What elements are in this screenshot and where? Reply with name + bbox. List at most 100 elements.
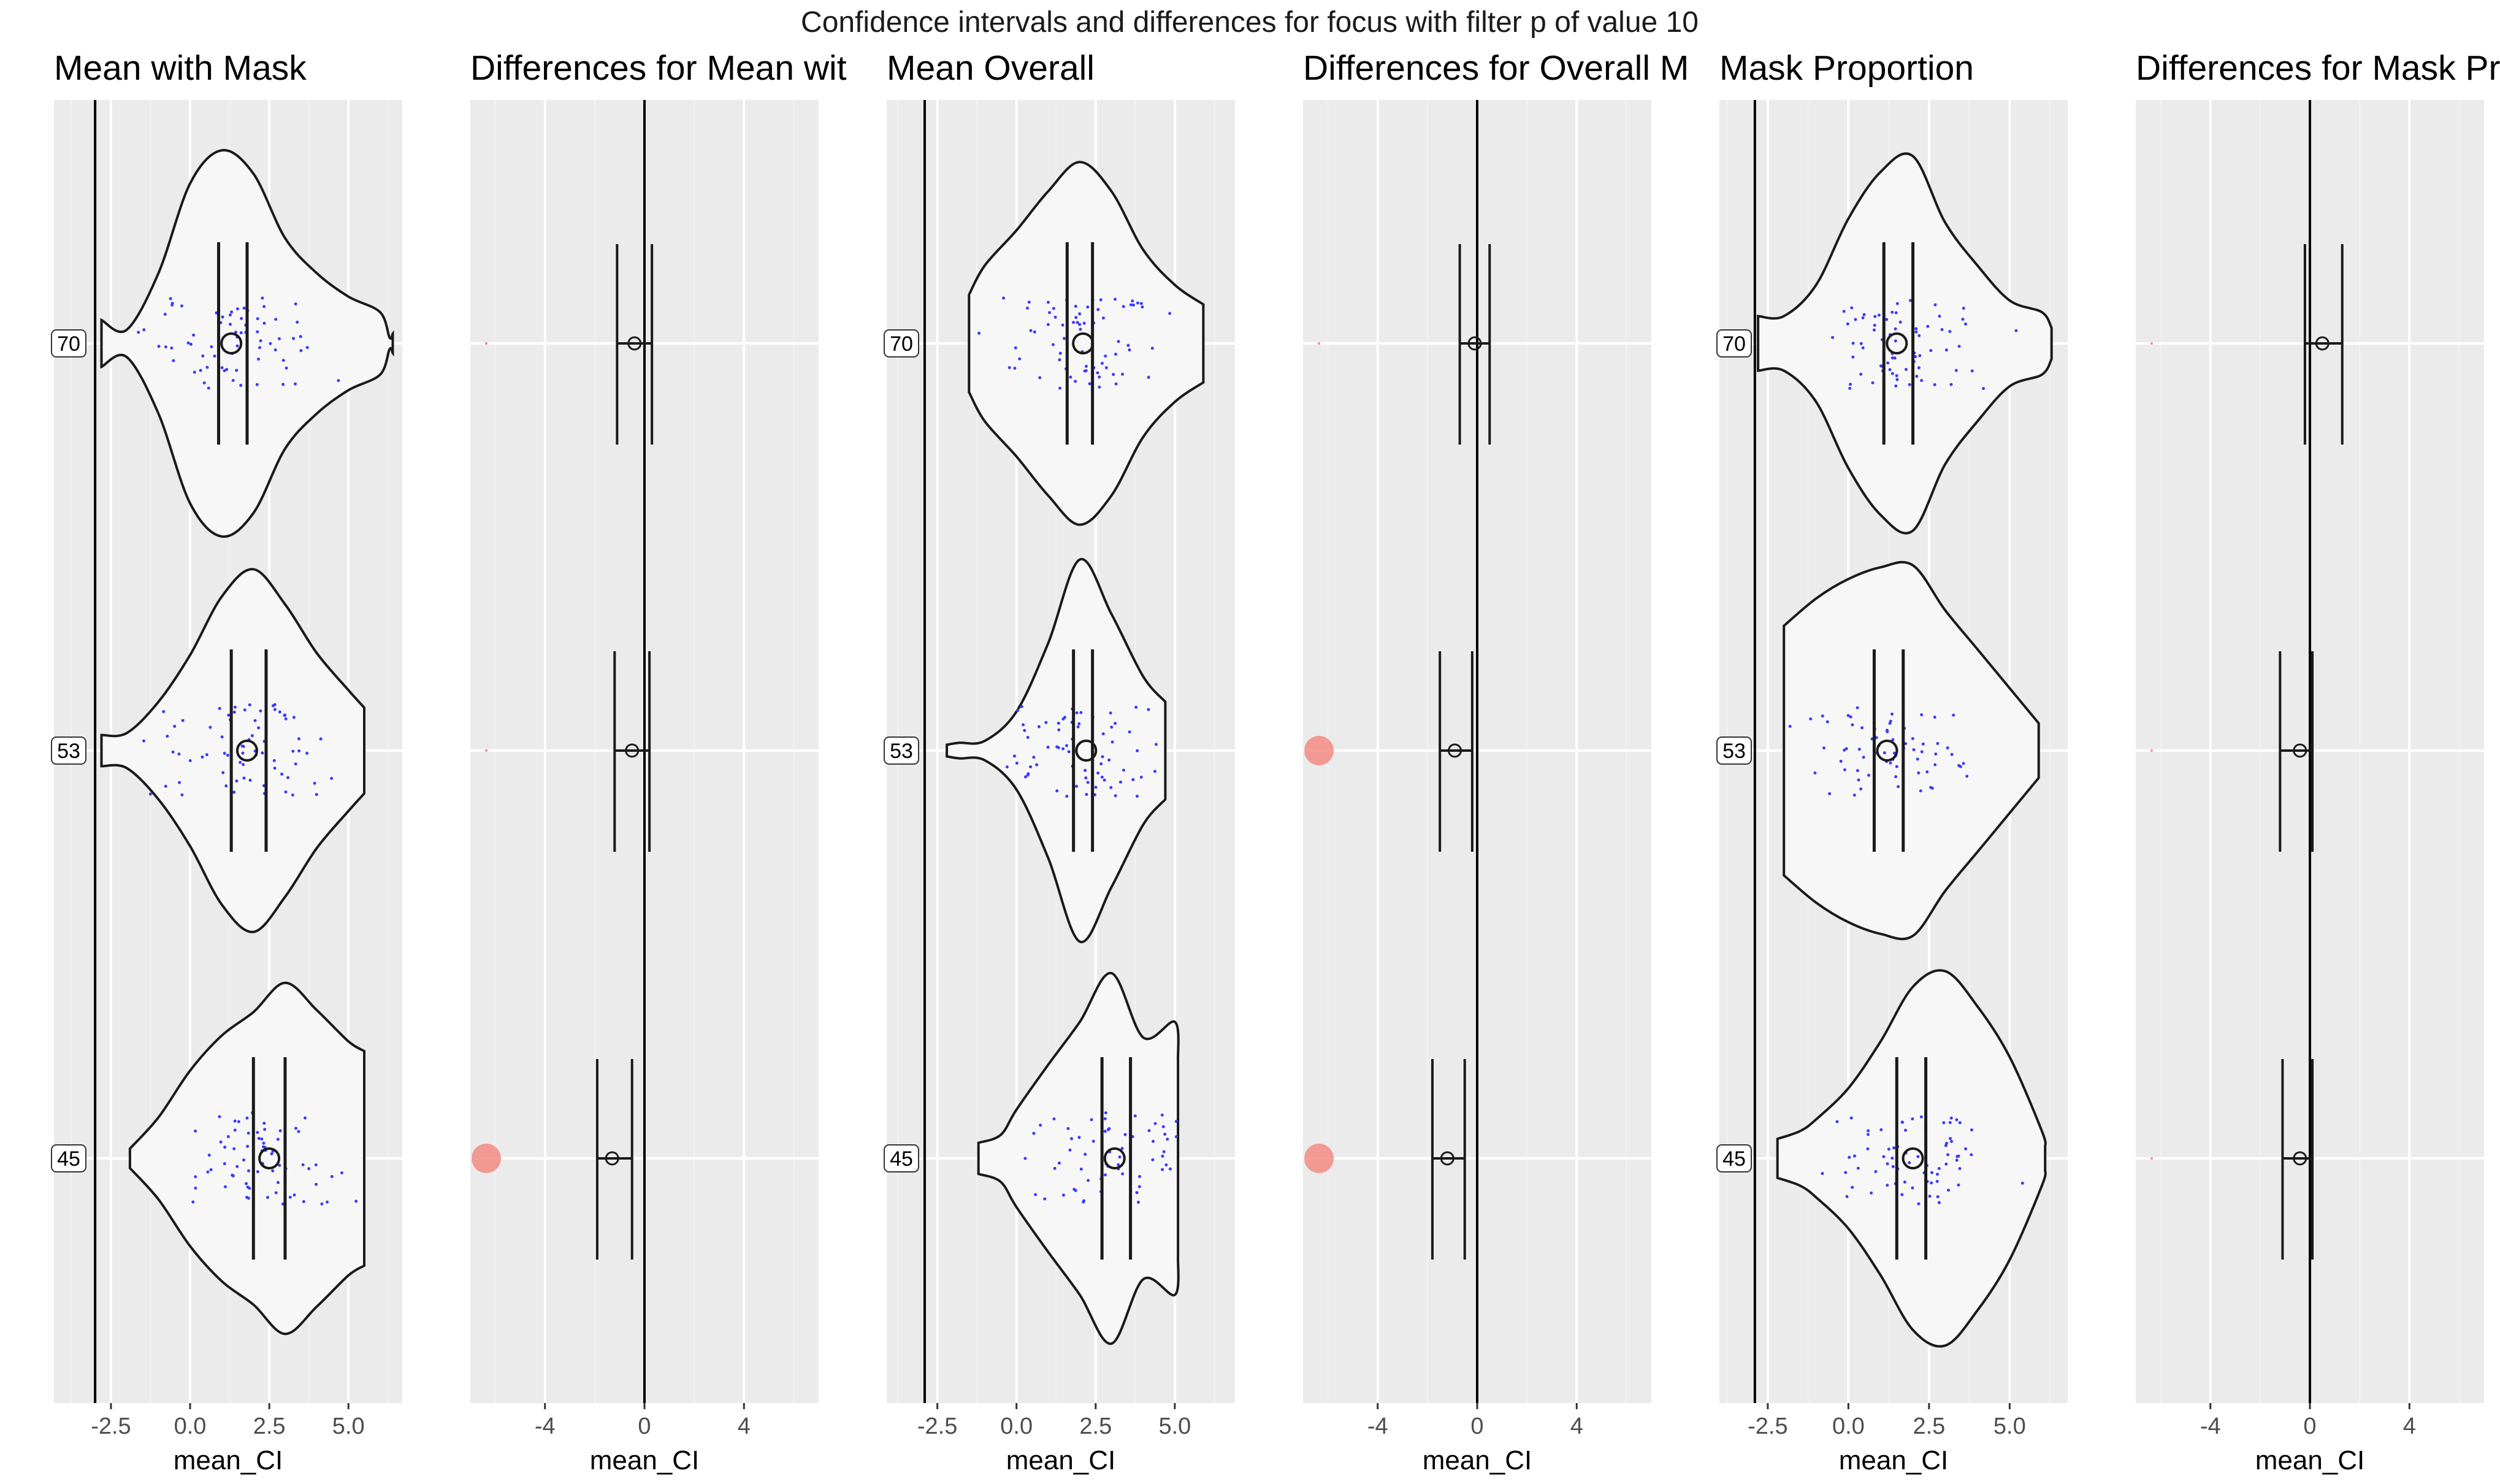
jitter-point: [205, 753, 208, 757]
jitter-point: [1129, 303, 1133, 307]
jitter-point: [273, 708, 277, 711]
jitter-point: [1843, 748, 1846, 752]
jitter-point: [1051, 343, 1055, 346]
jitter-point: [1061, 717, 1065, 721]
jitter-point: [1885, 318, 1889, 321]
x-tick-label: 0.0: [174, 1413, 207, 1439]
jitter-point: [1086, 305, 1090, 309]
jitter-point: [218, 706, 221, 710]
jitter-point: [1857, 748, 1861, 751]
jitter-point: [270, 1152, 273, 1156]
mean-marker: [605, 1151, 619, 1166]
jitter-point: [1091, 1139, 1095, 1143]
jitter-point: [1100, 775, 1104, 779]
jitter-point: [259, 339, 262, 343]
jitter-point: [1852, 794, 1856, 797]
jitter-point: [297, 749, 301, 753]
x-tick-label: 0: [1470, 1413, 1483, 1439]
interval-45: [1304, 1059, 1466, 1260]
violin-53: [946, 557, 1167, 944]
violin-outline: [1783, 560, 2040, 941]
jitter-point: [1921, 742, 1925, 746]
interval-70: [485, 244, 654, 445]
jitter-point: [1870, 1191, 1873, 1195]
jitter-point: [1821, 714, 1824, 718]
jitter-point: [1122, 768, 1126, 772]
jitter-point: [1104, 354, 1107, 358]
jitter-point: [1900, 1120, 1904, 1124]
jitter-point: [1891, 1165, 1895, 1168]
jitter-point: [189, 342, 193, 346]
jitter-point: [301, 1163, 305, 1166]
jitter-point: [1018, 357, 1022, 361]
jitter-point: [1813, 771, 1817, 775]
jitter-point: [305, 346, 309, 350]
jitter-point: [1928, 1195, 1932, 1198]
jitter-point: [1911, 1117, 1914, 1121]
panel-title: Differences for Mask Pro: [2136, 48, 2500, 88]
jitter-point: [1114, 353, 1118, 356]
jitter-point: [1893, 356, 1897, 360]
category-label-box: [1716, 736, 1752, 765]
jitter-point: [307, 1167, 311, 1171]
jitter-point: [1851, 342, 1855, 345]
jitter-point: [1103, 1117, 1107, 1120]
jitter-point: [269, 342, 272, 345]
jitter-point: [1106, 1128, 1110, 1131]
jitter-point: [1895, 378, 1899, 381]
jitter-point: [1964, 322, 1968, 326]
significance-dot: [2150, 749, 2153, 752]
jitter-point: [1950, 752, 1954, 756]
violin-outline: [946, 557, 1167, 944]
jitter-point: [172, 359, 175, 362]
jitter-point: [1845, 1195, 1849, 1198]
jitter-point: [1809, 717, 1813, 721]
jitter-point: [1944, 1162, 1948, 1166]
jitter-point: [1908, 1161, 1911, 1165]
jitter-point: [1074, 380, 1077, 383]
significance-marker: [1304, 1144, 1334, 1173]
jitter-point: [1147, 1129, 1151, 1133]
jitter-point: [1887, 1147, 1890, 1151]
jitter-point: [1856, 769, 1859, 773]
jitter-point: [278, 1129, 282, 1133]
jitter-point: [1890, 356, 1894, 360]
jitter-point: [1126, 343, 1130, 347]
jitter-point: [1842, 310, 1846, 313]
jitter-point: [274, 318, 278, 321]
jitter-point: [1086, 781, 1090, 784]
jitter-point: [1069, 375, 1072, 379]
jitter-point: [1098, 375, 1101, 379]
panel-5: Mask Proportion -2.5 0.0 2.5 5.0 mean_CI 70 53 4…: [1716, 48, 2068, 1475]
panel-6: Differences for Mask Pro -4 0 4 mean_CI: [2136, 48, 2500, 1475]
jitter-point: [1958, 1121, 1962, 1125]
jitter-point: [304, 1116, 307, 1120]
significance-dot: [2150, 1157, 2153, 1160]
category-label-box: [51, 329, 86, 358]
jitter-point: [1917, 366, 1921, 370]
jitter-point: [262, 1141, 266, 1145]
jitter-point: [226, 1134, 230, 1138]
jitter-point: [1898, 320, 1902, 324]
jitter-point: [1100, 362, 1104, 365]
jitter-point: [1068, 1148, 1072, 1152]
jitter-point: [239, 383, 243, 387]
jitter-point: [1859, 342, 1863, 345]
jitter-point: [1886, 361, 1890, 365]
jitter-point: [242, 763, 245, 767]
category-label-box: [1716, 329, 1752, 358]
jitter-point: [1044, 721, 1048, 724]
category-label-text: 45: [57, 1147, 80, 1171]
jitter-point: [1850, 306, 1854, 310]
jitter-point: [228, 313, 232, 317]
jitter-point: [1914, 330, 1918, 334]
jitter-point: [1919, 789, 1922, 793]
jitter-point: [1076, 725, 1080, 729]
jitter-point: [1109, 786, 1113, 789]
jitter-point: [194, 1187, 197, 1190]
jitter-point: [1930, 1181, 1933, 1185]
jitter-point: [1163, 1133, 1167, 1136]
jitter-point: [233, 1119, 237, 1123]
jitter-point: [148, 792, 152, 796]
jitter-point: [1053, 315, 1057, 319]
